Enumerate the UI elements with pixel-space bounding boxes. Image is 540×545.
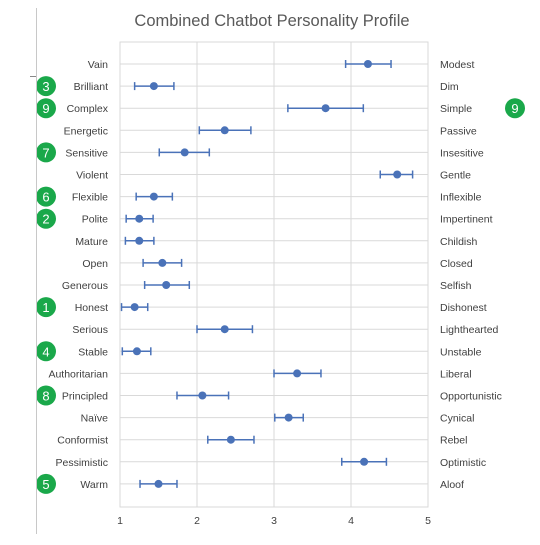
mean-point bbox=[220, 325, 229, 334]
mean-point bbox=[393, 170, 402, 179]
x-tick-label: 2 bbox=[194, 515, 200, 527]
right-trait-label: Lighthearted bbox=[440, 324, 499, 336]
page-margin-tick bbox=[30, 76, 36, 77]
mean-point bbox=[149, 192, 158, 201]
right-trait-label: Modest bbox=[440, 59, 475, 71]
left-trait-label: Principled bbox=[62, 391, 108, 403]
x-tick-label: 1 bbox=[117, 515, 123, 527]
right-trait-label: Opportunistic bbox=[440, 391, 502, 403]
left-trait-label: Complex bbox=[67, 103, 109, 115]
plot-area: 1 2 3 4 5 Vain Modest Brilliant Dim 3 Complex Simpl… bbox=[36, 41, 525, 527]
mean-point bbox=[154, 479, 163, 488]
rank-badge-right-number: 9 bbox=[511, 101, 518, 116]
rank-badge bbox=[36, 341, 56, 362]
right-trait-label: Dishonest bbox=[440, 302, 487, 314]
mean-point bbox=[360, 457, 369, 466]
rank-badge-number: 7 bbox=[42, 145, 49, 160]
left-trait-label: Authoritarian bbox=[48, 368, 108, 380]
right-trait-label: Impertinent bbox=[440, 214, 493, 226]
x-tick-label: 5 bbox=[425, 515, 431, 527]
right-trait-label: Insesitive bbox=[440, 147, 484, 159]
left-trait-label: Naïve bbox=[81, 413, 109, 425]
right-trait-label: Inflexible bbox=[440, 192, 482, 204]
left-trait-label: Vain bbox=[88, 59, 108, 71]
right-trait-label: Optimistic bbox=[440, 457, 486, 469]
mean-point bbox=[158, 258, 167, 267]
right-trait-label: Unstable bbox=[440, 346, 482, 358]
left-trait-label: Warm bbox=[80, 479, 108, 491]
rank-badge-number: 2 bbox=[42, 212, 49, 227]
mean-point bbox=[321, 104, 330, 113]
rank-badge bbox=[36, 186, 56, 207]
right-trait-label: Rebel bbox=[440, 435, 467, 447]
mean-point bbox=[135, 236, 144, 245]
left-trait-label: Honest bbox=[75, 302, 108, 314]
left-trait-label: Pessimistic bbox=[55, 457, 108, 469]
mean-point bbox=[284, 413, 293, 422]
mean-point bbox=[226, 435, 235, 444]
left-trait-label: Sensitive bbox=[65, 147, 108, 159]
right-trait-label: Dim bbox=[440, 81, 459, 93]
rank-badge-number: 3 bbox=[42, 79, 49, 94]
right-trait-label: Passive bbox=[440, 125, 477, 137]
chart-title: Combined Chatbot Personality Profile bbox=[134, 12, 409, 30]
right-trait-label: Closed bbox=[440, 258, 473, 270]
mean-point bbox=[162, 281, 171, 289]
mean-point bbox=[180, 148, 189, 157]
right-trait-label: Cynical bbox=[440, 413, 474, 425]
rank-badge bbox=[36, 297, 56, 318]
rank-badge bbox=[36, 142, 56, 163]
left-trait-label: Conformist bbox=[57, 435, 108, 447]
left-trait-label: Open bbox=[82, 258, 108, 270]
right-trait-label: Gentle bbox=[440, 170, 471, 182]
mean-point bbox=[293, 369, 302, 378]
rank-badge bbox=[36, 208, 56, 229]
left-trait-label: Serious bbox=[72, 324, 108, 336]
rank-badge-right bbox=[505, 98, 525, 119]
right-trait-label: Selfish bbox=[440, 280, 472, 292]
x-tick-label: 4 bbox=[348, 515, 354, 527]
right-trait-label: Simple bbox=[440, 103, 472, 115]
left-trait-label: Flexible bbox=[72, 192, 108, 204]
mean-point bbox=[363, 60, 372, 68]
mean-point bbox=[130, 303, 139, 312]
page-margin-line bbox=[36, 8, 37, 534]
rank-badge-number: 8 bbox=[42, 389, 49, 404]
rank-badge-number: 5 bbox=[42, 477, 49, 492]
x-tick-label: 3 bbox=[271, 515, 277, 527]
left-trait-label: Stable bbox=[78, 346, 108, 358]
left-trait-label: Energetic bbox=[64, 125, 108, 137]
mean-point bbox=[135, 214, 144, 223]
rank-badge-number: 6 bbox=[42, 190, 49, 205]
rank-badge bbox=[36, 98, 56, 119]
mean-point bbox=[198, 391, 207, 400]
rank-badge-number: 9 bbox=[42, 101, 49, 116]
rank-badge-number: 4 bbox=[42, 344, 49, 359]
left-trait-label: Mature bbox=[75, 236, 108, 248]
rank-badge bbox=[36, 76, 56, 97]
mean-point bbox=[220, 126, 229, 135]
rank-badge bbox=[36, 385, 56, 406]
mean-point bbox=[132, 347, 141, 356]
left-trait-label: Polite bbox=[82, 214, 108, 226]
left-trait-label: Violent bbox=[76, 170, 108, 182]
rank-badge-number: 1 bbox=[42, 300, 49, 315]
right-trait-label: Liberal bbox=[440, 368, 472, 380]
right-trait-label: Childish bbox=[440, 236, 478, 248]
rank-badge bbox=[36, 473, 56, 494]
right-trait-label: Aloof bbox=[440, 479, 464, 491]
left-trait-label: Brilliant bbox=[74, 81, 109, 93]
mean-point bbox=[149, 82, 158, 91]
left-trait-label: Generous bbox=[62, 280, 108, 292]
